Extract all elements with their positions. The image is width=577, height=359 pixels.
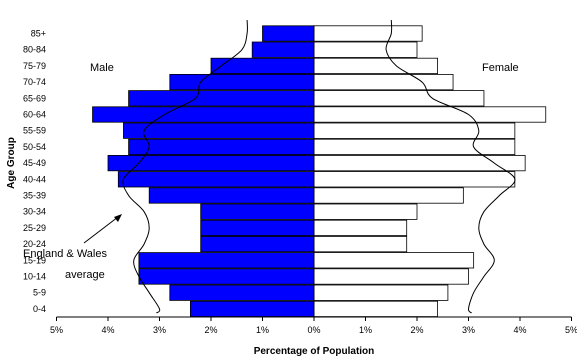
male-label: Male bbox=[90, 62, 114, 74]
annotation-line1: England & Wales bbox=[23, 248, 107, 260]
male-bar-40-44 bbox=[117, 171, 315, 188]
y-tick-label: 50-54 bbox=[23, 142, 46, 152]
reference-curves bbox=[122, 19, 516, 314]
average-curve-male bbox=[122, 19, 248, 314]
x-tick-label: 2% bbox=[410, 325, 423, 335]
y-tick-label: 80-84 bbox=[23, 45, 46, 55]
y-tick-label: 60-64 bbox=[23, 110, 46, 120]
x-tick-label: 5% bbox=[50, 325, 63, 335]
x-tick-label: 4% bbox=[513, 325, 526, 335]
female-bar-80-84 bbox=[313, 41, 418, 58]
y-tick-label: 30-34 bbox=[23, 207, 46, 217]
male-bar-15-19 bbox=[138, 252, 315, 269]
male-bar-70-74 bbox=[169, 74, 315, 91]
y-tick-label: 10-14 bbox=[23, 272, 46, 282]
male-bars bbox=[92, 25, 315, 318]
annotation-line2: average bbox=[65, 269, 105, 281]
x-tick-label: 5% bbox=[565, 325, 577, 335]
male-bar-60-64 bbox=[92, 106, 315, 123]
x-axis-title: Percentage of Population bbox=[254, 346, 375, 357]
male-bar-0-4 bbox=[189, 300, 315, 318]
y-tick-label: 0-4 bbox=[33, 304, 46, 314]
female-bar-5-9 bbox=[313, 284, 449, 301]
female-bar-45-49 bbox=[313, 154, 526, 172]
female-label: Female bbox=[482, 62, 519, 74]
y-tick-label: 70-74 bbox=[23, 77, 46, 87]
female-bar-30-34 bbox=[313, 203, 418, 220]
x-tick-label: 1% bbox=[359, 325, 372, 335]
female-bar-55-59 bbox=[313, 122, 516, 139]
y-tick-label: 25-29 bbox=[23, 223, 46, 233]
female-bar-0-4 bbox=[313, 300, 438, 318]
annotation-arrow bbox=[83, 214, 122, 244]
y-tick-label: 20-24 bbox=[23, 239, 46, 249]
x-tick-label: 3% bbox=[153, 325, 166, 335]
x-tick-label: 2% bbox=[204, 325, 217, 335]
y-tick-label: 15-19 bbox=[23, 255, 46, 265]
male-bar-35-39 bbox=[148, 187, 315, 204]
x-axis: 5% 4% 3% 2% 1% 0% 1% 2% 3% 4% 5% bbox=[50, 316, 577, 335]
female-bar-75-79 bbox=[313, 57, 438, 75]
male-bar-25-29 bbox=[200, 219, 315, 236]
y-axis: 0-4 5-9 10-14 15-19 20-24 25-29 30-34 35-39 40-4… bbox=[23, 25, 315, 317]
male-bar-55-59 bbox=[123, 122, 315, 139]
female-bar-85+ bbox=[313, 25, 423, 42]
female-bar-40-44 bbox=[313, 171, 516, 188]
female-bar-60-64 bbox=[313, 106, 547, 123]
male-bar-30-34 bbox=[200, 203, 315, 220]
female-bar-25-29 bbox=[313, 219, 408, 236]
male-bar-85+ bbox=[262, 25, 315, 42]
male-bar-20-24 bbox=[200, 235, 315, 253]
y-tick-label: 85+ bbox=[31, 29, 46, 39]
female-bar-10-14 bbox=[313, 268, 469, 285]
x-tick-label: 0% bbox=[307, 325, 320, 335]
y-tick-label: 65-69 bbox=[23, 93, 46, 103]
male-bar-10-14 bbox=[138, 268, 315, 285]
female-bar-15-19 bbox=[313, 252, 475, 269]
average-curve-female bbox=[385, 19, 516, 314]
y-tick-label: 45-49 bbox=[23, 158, 46, 168]
y-tick-label: 40-44 bbox=[23, 174, 46, 184]
male-bar-80-84 bbox=[251, 41, 315, 58]
female-bar-65-69 bbox=[313, 90, 485, 107]
x-tick-label: 1% bbox=[256, 325, 269, 335]
female-bar-50-54 bbox=[313, 138, 516, 155]
male-bar-75-79 bbox=[210, 57, 315, 75]
female-bar-70-74 bbox=[313, 74, 454, 91]
y-tick-label: 55-59 bbox=[23, 126, 46, 136]
y-tick-label: 75-79 bbox=[23, 61, 46, 71]
y-axis-title: Age Group bbox=[6, 137, 17, 189]
y-tick-label: 35-39 bbox=[23, 191, 46, 201]
y-tick-label: 5-9 bbox=[33, 288, 46, 298]
female-bar-20-24 bbox=[313, 235, 408, 253]
x-tick-label: 4% bbox=[101, 325, 114, 335]
male-bar-5-9 bbox=[169, 284, 315, 301]
x-tick-label: 3% bbox=[462, 325, 475, 335]
female-bar-35-39 bbox=[313, 187, 464, 204]
male-bar-65-69 bbox=[128, 90, 315, 107]
male-bar-50-54 bbox=[128, 138, 315, 155]
